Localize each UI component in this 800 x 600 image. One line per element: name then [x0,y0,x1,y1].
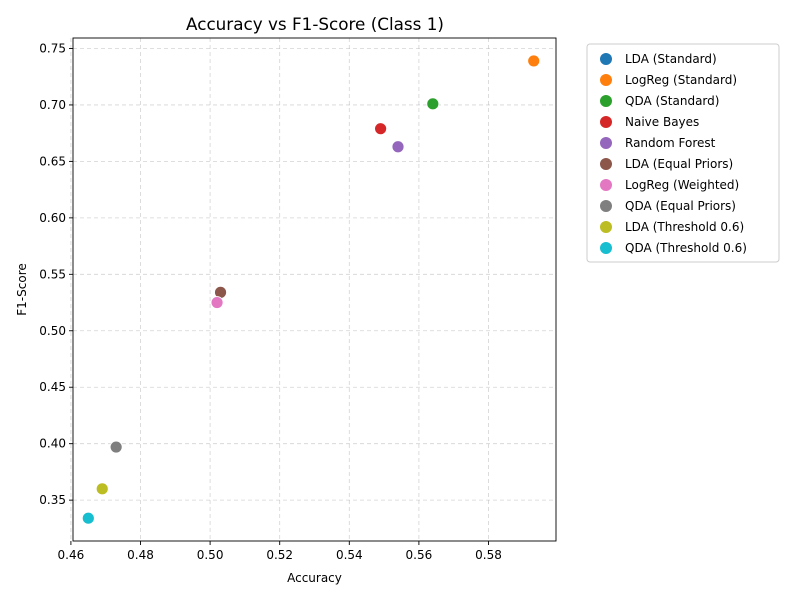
y-tick-label: 0.55 [39,267,66,281]
legend-marker [600,74,612,86]
legend-marker [600,179,612,191]
y-tick-label: 0.75 [39,42,66,56]
legend-label: Naive Bayes [625,115,699,129]
data-point [81,511,95,525]
legend-label: QDA (Threshold 0.6) [625,241,747,255]
y-tick-label: 0.40 [39,437,66,451]
y-tick-label: 0.45 [39,380,66,394]
grid-layer [70,38,556,541]
x-tick-label: 0.56 [406,548,433,562]
legend-marker [600,137,612,149]
x-tick-label: 0.58 [475,548,502,562]
y-tick-label: 0.65 [39,154,66,168]
legend-label: LDA (Threshold 0.6) [625,220,744,234]
y-axis-label: F1-Score [15,263,29,315]
y-tick-label: 0.70 [39,98,66,112]
legend-marker [600,221,612,233]
data-point [109,440,123,454]
axes-layer: 0.46 0.48 0.50 0.52 0.54 0.56 0.58 0.35 0.40 0.45… [39,37,557,562]
x-tick-label: 0.50 [197,548,224,562]
data-point [374,122,388,136]
legend-label: LDA (Standard) [625,52,717,66]
legend-label: QDA (Equal Priors) [625,199,736,213]
y-tick-label: 0.50 [39,324,66,338]
x-tick-label: 0.54 [336,548,363,562]
legend-label: LogReg (Weighted) [625,178,739,192]
chart-title: Accuracy vs F1-Score (Class 1) [186,14,444,34]
data-point [426,97,440,111]
x-tick-label: 0.48 [127,548,154,562]
legend-label: LDA (Equal Priors) [625,157,733,171]
data-point [95,482,109,496]
legend-marker [600,116,612,128]
legend-marker [600,158,612,170]
data-point [527,54,541,68]
legend: LDA (Standard) LogReg (Standard) QDA (Stan… [586,43,780,263]
legend-label: Random Forest [625,136,716,150]
y-tick-label: 0.35 [39,493,66,507]
legend-label: QDA (Standard) [625,94,719,108]
legend-marker [600,242,612,254]
x-axis-label: Accuracy [287,571,342,585]
data-point [210,296,224,309]
legend-marker [600,95,612,107]
legend-label: LogReg (Standard) [625,73,737,87]
plot-frame [72,37,557,542]
x-tick-label: 0.46 [58,548,85,562]
x-tick-label: 0.52 [266,548,293,562]
y-tick-label: 0.60 [39,211,66,225]
legend-marker [600,200,612,212]
data-point [391,140,405,154]
legend-marker [600,53,612,65]
points-layer [81,54,541,525]
legend-box [586,43,780,263]
